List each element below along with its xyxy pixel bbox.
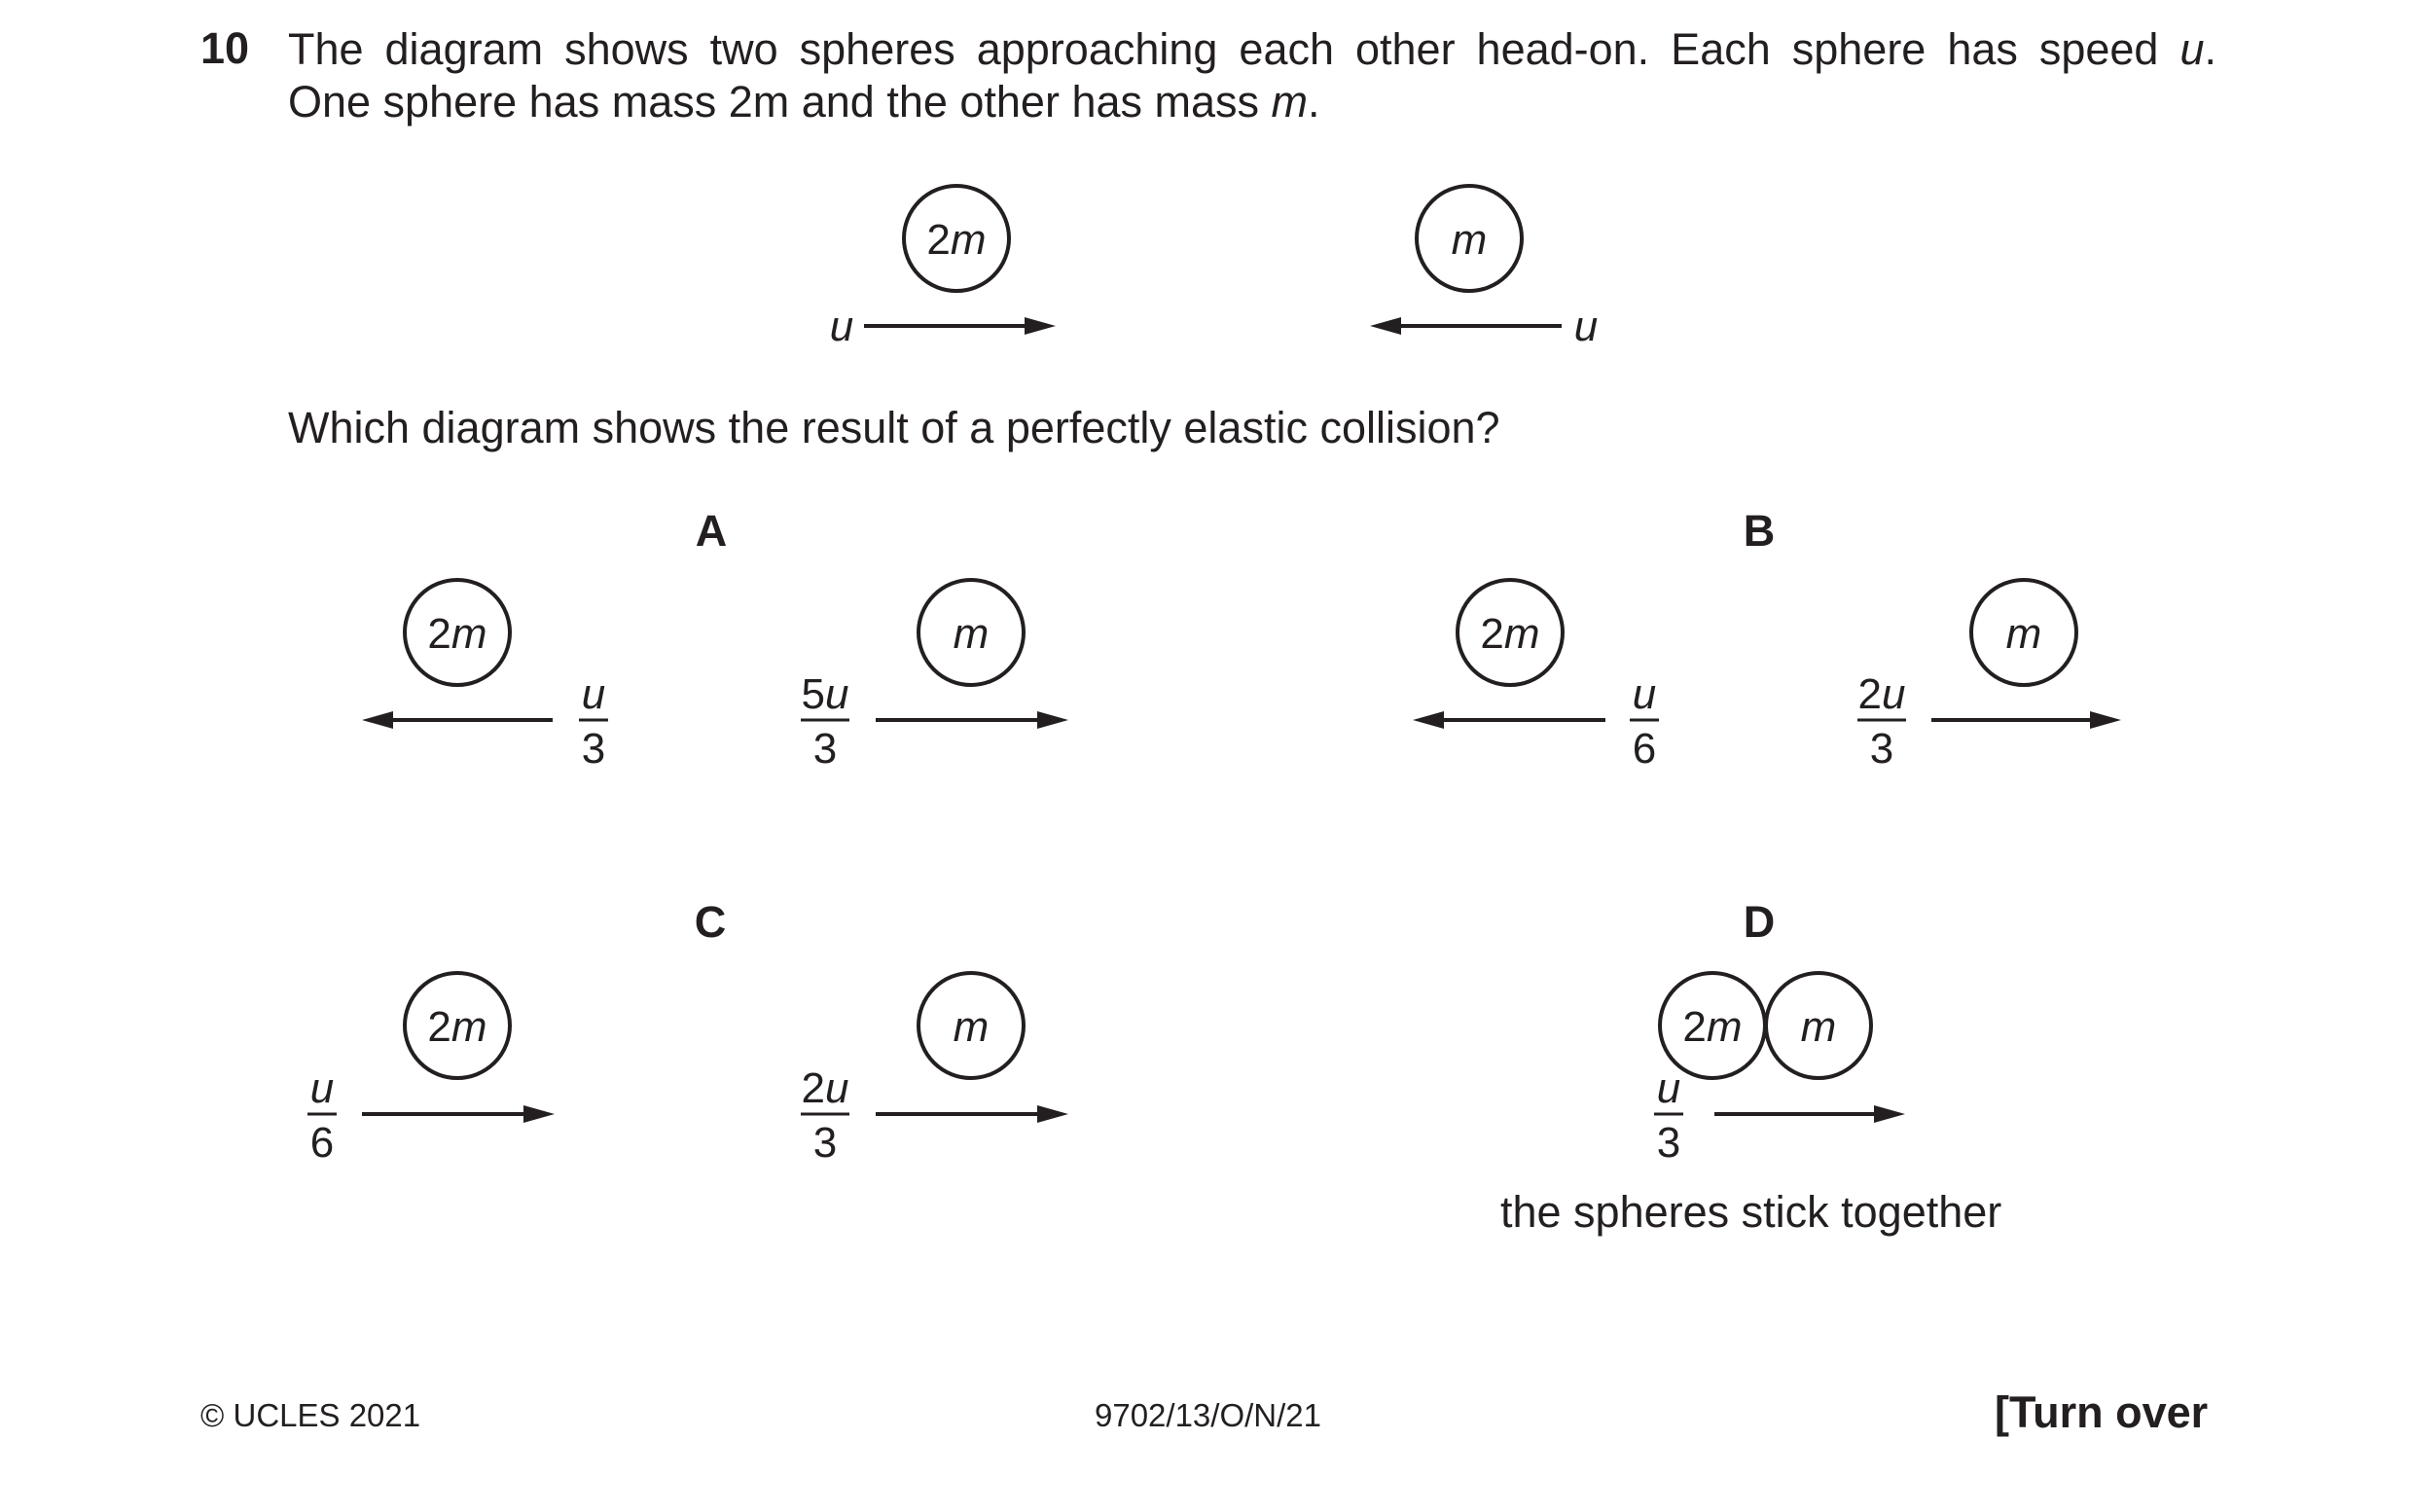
option-a-speed-m-denominator: 3 xyxy=(813,725,837,773)
option-a-speed-2m: u3 xyxy=(579,670,608,773)
option-d-arrow-head xyxy=(1874,1105,1905,1123)
option-c-speed-2m: u6 xyxy=(307,1064,337,1167)
option-b-sphere-2m-label: 2m xyxy=(1480,610,1539,658)
option-c-speed-m-denominator: 3 xyxy=(813,1119,837,1167)
option-c-speed-2m-numerator: u xyxy=(310,1064,334,1112)
speed-label-m-initial: u xyxy=(1574,303,1598,350)
turn-over-text: [Turn over xyxy=(1995,1387,2209,1437)
option-b-speed-2m-denominator: 6 xyxy=(1633,725,1656,773)
option-a-speed-m: 5u3 xyxy=(801,670,849,773)
option-b-letter: B xyxy=(1743,506,1776,556)
option-b-sphere-m-label: m xyxy=(2006,610,2042,658)
option-d-note: the spheres stick together xyxy=(1500,1187,2002,1237)
option-c-sphere-m xyxy=(917,971,1026,1080)
option-b-speed-m-denominator: 3 xyxy=(1870,725,1893,773)
option-d-sphere-m-label: m xyxy=(1801,1003,1837,1051)
option-a-sphere-2m-label: 2m xyxy=(427,610,486,658)
option-a-speed-2m-numerator: u xyxy=(582,670,605,718)
sphere-m-initial xyxy=(1415,184,1524,293)
option-c-arrow-m-head xyxy=(1037,1105,1068,1123)
option-a-sphere-m xyxy=(917,578,1026,687)
sphere-m-initial-label: m xyxy=(1452,216,1488,264)
option-a-speed-m-numerator: 5u xyxy=(802,670,849,718)
option-d-speed-numerator: u xyxy=(1657,1064,1680,1112)
option-c-speed-m-numerator: 2u xyxy=(802,1064,849,1112)
option-d-speed-denominator: 3 xyxy=(1657,1119,1680,1167)
option-b-speed-m: 2u3 xyxy=(1857,670,1906,773)
option-c-speed-2m-denominator: 6 xyxy=(310,1119,334,1167)
option-a-speed-2m-denominator: 3 xyxy=(582,725,605,773)
question-prompt: Which diagram shows the result of a perf… xyxy=(288,403,1500,452)
option-d-sphere-2m-label: 2m xyxy=(1682,1003,1742,1051)
velocity-arrow-2m-initial-head xyxy=(1025,317,1056,335)
option-b-speed-2m: u6 xyxy=(1630,670,1659,773)
speed-label-2m-initial: u xyxy=(830,303,853,350)
option-c-speed-m: 2u3 xyxy=(801,1064,849,1167)
option-b-speed-2m-numerator: u xyxy=(1633,670,1656,718)
option-c-sphere-2m-label: 2m xyxy=(427,1003,486,1051)
option-b-arrow-m-head xyxy=(2090,711,2121,729)
option-d-letter: D xyxy=(1743,897,1776,947)
question-stem: The diagram shows two spheres approachin… xyxy=(288,23,2216,128)
option-a-sphere-m-label: m xyxy=(954,610,990,658)
option-b-sphere-2m xyxy=(1456,578,1565,687)
stem-line-2: One sphere has mass 2m and the other has… xyxy=(288,77,1320,126)
option-c-letter: C xyxy=(694,897,727,947)
option-b-speed-m-numerator: 2u xyxy=(1858,670,1906,718)
paper-code: 9702/13/O/N/21 xyxy=(1095,1397,1321,1433)
option-d-sphere-m xyxy=(1764,971,1873,1080)
sphere-2m-initial xyxy=(902,184,1011,293)
option-d-speed: u3 xyxy=(1654,1064,1683,1167)
option-c-sphere-m-label: m xyxy=(954,1003,990,1051)
option-b-arrow-2m-head xyxy=(1413,711,1444,729)
option-a-arrow-m-head xyxy=(1037,711,1068,729)
option-b-sphere-m xyxy=(1969,578,2078,687)
option-c-sphere-2m xyxy=(403,971,512,1080)
option-a-letter: A xyxy=(695,506,728,556)
sphere-2m-initial-label: 2m xyxy=(926,216,986,264)
stem-line-1: The diagram shows two spheres approachin… xyxy=(288,24,2216,74)
option-c-arrow-2m-head xyxy=(523,1105,555,1123)
option-a-sphere-2m xyxy=(403,578,512,687)
option-a-arrow-2m-head xyxy=(362,711,393,729)
question-number: 10 xyxy=(200,23,250,73)
copyright-text: © UCLES 2021 xyxy=(200,1397,421,1433)
velocity-arrow-m-initial-head xyxy=(1370,317,1401,335)
